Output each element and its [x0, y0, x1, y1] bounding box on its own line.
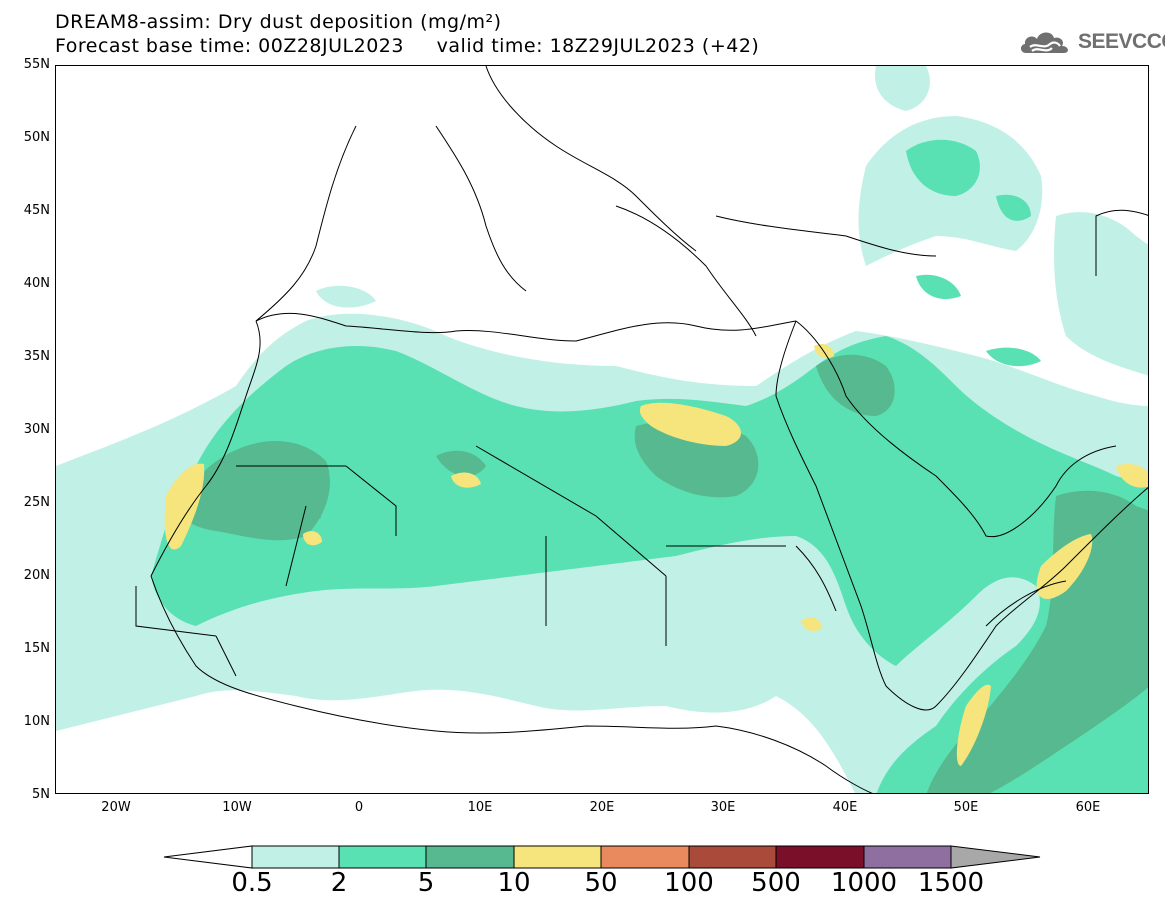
legend-label: 2 — [330, 868, 348, 898]
lon-tick-label: 20W — [101, 800, 131, 815]
deposition-level-2 — [151, 139, 1148, 793]
legend-label: 500 — [751, 868, 801, 898]
lat-tick-label: 20N — [23, 568, 50, 583]
lat-tick-label: 45N — [23, 203, 50, 218]
lon-tick-label: 10W — [222, 800, 252, 815]
forecast-time-line: Forecast base time: 00Z28JUL2023 valid t… — [55, 35, 760, 57]
legend-label: 10 — [497, 868, 531, 898]
lat-tick-label: 35N — [23, 349, 50, 364]
legend-swatch — [425, 845, 515, 869]
lat-tick-label: 50N — [23, 130, 50, 145]
legend-label: 1000 — [830, 868, 898, 898]
lat-tick-label: 40N — [23, 276, 50, 291]
cloud-icon — [1020, 32, 1068, 53]
legend-under-arrow — [163, 845, 253, 869]
legend-swatch — [863, 845, 952, 869]
lon-tick-label: 60E — [1075, 800, 1101, 815]
legend-swatch — [775, 845, 865, 869]
lat-tick-label: 25N — [23, 495, 50, 510]
legend-over-arrow — [950, 845, 1041, 869]
deposition-level-10 — [164, 344, 1148, 766]
lat-tick-label: 55N — [23, 57, 50, 72]
legend-label: 5 — [417, 868, 435, 898]
lon-tick-label: 30E — [710, 800, 736, 815]
lat-tick-label: 15N — [23, 641, 50, 656]
logo-text: SEEVCCC — [1078, 30, 1165, 53]
legend-label: 100 — [664, 868, 714, 898]
legend-swatch — [338, 845, 427, 869]
legend-swatch — [688, 845, 777, 869]
seevccc-logo: SEEVCCC — [1018, 27, 1165, 57]
lat-tick-label: 10N — [23, 714, 50, 729]
legend-swatch — [251, 845, 340, 869]
lon-tick-label: 50E — [953, 800, 979, 815]
legend-swatch — [513, 845, 602, 869]
legend-swatch — [600, 845, 690, 869]
dust-deposition-map — [56, 66, 1148, 793]
lon-tick-label: 10E — [467, 800, 493, 815]
lat-tick-label: 5N — [32, 787, 50, 802]
legend-label: 1500 — [917, 868, 985, 898]
map-panel — [55, 65, 1149, 794]
lat-tick-label: 30N — [23, 422, 50, 437]
map-title: DREAM8-assim: Dry dust deposition (mg/m²… — [55, 11, 502, 33]
legend-label: 0.5 — [231, 868, 273, 898]
lon-tick-label: 20E — [589, 800, 615, 815]
color-legend — [163, 845, 1041, 869]
lon-tick-label: 0 — [354, 800, 364, 815]
lon-tick-label: 40E — [832, 800, 858, 815]
legend-label: 50 — [584, 868, 618, 898]
